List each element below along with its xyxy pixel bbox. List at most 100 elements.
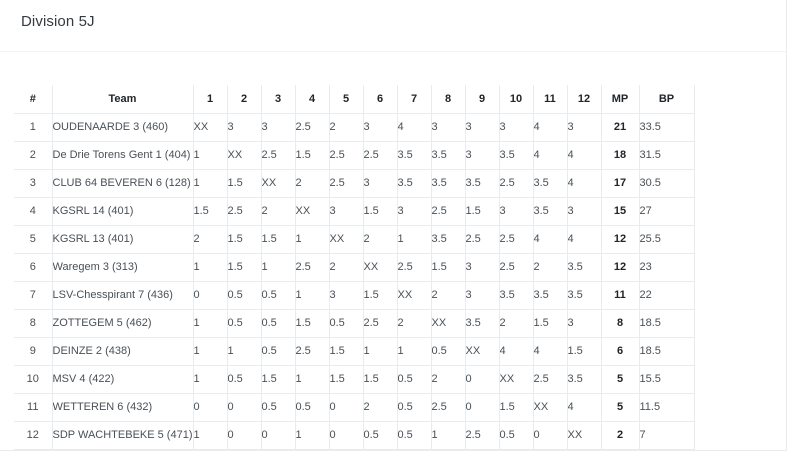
cell-match-points: 17 [601, 169, 640, 198]
cell-board-points: 7 [639, 421, 695, 450]
table-row[interactable]: 10 MSV 4 (422) 1 0.5 1.5 1 1.5 1.5 0.5 2 0 XX 2.5 3.5… [14, 365, 695, 394]
cell-score-round-5: 2.5 [329, 169, 364, 198]
cell-team-name[interactable]: OUDENAARDE 3 (460) [52, 113, 194, 142]
cell-rank: 1 [14, 113, 53, 142]
cell-score-round-8: 3.5 [431, 169, 466, 198]
cell-team-name[interactable]: ZOTTEGEM 5 (462) [52, 309, 194, 338]
cell-score-round-1: 1 [193, 337, 228, 366]
cell-score-round-2: 0.5 [227, 365, 262, 394]
table-row[interactable]: 2 De Drie Torens Gent 1 (404) 1 XX 2.5 1.5 2.5… [14, 141, 695, 170]
cell-score-round-11: XX [533, 393, 568, 422]
column-header-round-1[interactable]: 1 [193, 85, 228, 114]
column-header-team[interactable]: Team [52, 85, 194, 114]
cell-match-points: 6 [601, 337, 640, 366]
column-header-round-4[interactable]: 4 [295, 85, 330, 114]
cell-rank: 11 [14, 393, 53, 422]
column-header-round-8[interactable]: 8 [431, 85, 466, 114]
cell-score-round-3: 0 [261, 421, 296, 450]
column-header-round-12[interactable]: 12 [567, 85, 602, 114]
cell-score-round-10: 3 [499, 197, 534, 226]
cell-score-round-12: 3.5 [567, 365, 602, 394]
cell-score-round-7: XX [397, 281, 432, 310]
cell-score-round-8: 2.5 [431, 393, 466, 422]
table-row[interactable]: 3 CLUB 64 BEVEREN 6 (128) 1 1.5 XX 2 2.5 3 3.5 3.… [14, 169, 695, 198]
table-row[interactable]: 6 Waregem 3 (313) 1 1.5 1 2.5 2 XX 2.5 1.5 3 2.5 2 3.… [14, 253, 695, 282]
cell-team-name[interactable]: KGSRL 13 (401) [52, 225, 194, 254]
cell-score-round-11: 4 [533, 225, 568, 254]
cell-score-round-11: 2.5 [533, 365, 568, 394]
table-row[interactable]: 1 OUDENAARDE 3 (460) XX 3 3 2.5 2 3 4 3 3 3 4 3 21 33.5 [14, 113, 695, 142]
cell-score-round-3: 1.5 [261, 365, 296, 394]
cell-score-round-6: 3 [363, 113, 398, 142]
cell-score-round-2: 2.5 [227, 197, 262, 226]
cell-match-points: 18 [601, 141, 640, 170]
cell-team-name[interactable]: De Drie Torens Gent 1 (404) [52, 141, 194, 170]
cell-score-round-1: 2 [193, 225, 228, 254]
cell-score-round-6: 1.5 [363, 365, 398, 394]
cell-score-round-4: 2 [295, 169, 330, 198]
table-header-row: # Team 1 2 3 4 5 6 7 8 9 10 11 12 MP BP [14, 85, 695, 114]
cell-score-round-12: 4 [567, 225, 602, 254]
column-header-round-2[interactable]: 2 [227, 85, 262, 114]
table-row[interactable]: 4 KGSRL 14 (401) 1.5 2.5 2 XX 3 1.5 3 2.5 1.5 3 3.5 3… [14, 197, 695, 226]
table-row[interactable]: 7 LSV-Chesspirant 7 (436) 0 0.5 0.5 1 3 1.5 XX 2 3… [14, 281, 695, 310]
cell-score-round-12: 3 [567, 113, 602, 142]
cell-score-round-1: 1 [193, 169, 228, 198]
cell-score-round-4: 1 [295, 281, 330, 310]
cell-score-round-11: 3.5 [533, 281, 568, 310]
cell-rank: 5 [14, 225, 53, 254]
cell-score-round-4: 1 [295, 225, 330, 254]
table-row[interactable]: 5 KGSRL 13 (401) 2 1.5 1.5 1 XX 2 1 3.5 2.5 2.5 4 4 12… [14, 225, 695, 254]
cell-team-name[interactable]: SDP WACHTEBEKE 5 (471) [52, 421, 194, 450]
cell-score-round-1: 1 [193, 141, 228, 170]
cell-score-round-7: 2 [397, 309, 432, 338]
column-header-match-points[interactable]: MP [601, 85, 640, 114]
cell-score-round-5: 1.5 [329, 337, 364, 366]
cell-score-round-5: 1.5 [329, 365, 364, 394]
cell-rank: 8 [14, 309, 53, 338]
column-header-round-10[interactable]: 10 [499, 85, 534, 114]
cell-rank: 9 [14, 337, 53, 366]
cell-score-round-10: 3.5 [499, 281, 534, 310]
cell-board-points: 11.5 [639, 393, 695, 422]
cell-score-round-2: 0.5 [227, 309, 262, 338]
cell-board-points: 27 [639, 197, 695, 226]
column-header-round-7[interactable]: 7 [397, 85, 432, 114]
cell-score-round-2: 3 [227, 113, 262, 142]
cell-score-round-11: 4 [533, 337, 568, 366]
column-header-round-3[interactable]: 3 [261, 85, 296, 114]
cell-score-round-9: 3 [465, 281, 500, 310]
table-row[interactable]: 12 SDP WACHTEBEKE 5 (471) 1 0 0 1 0 0.5 0.5 1 2.5 0… [14, 421, 695, 450]
cell-team-name[interactable]: DEINZE 2 (438) [52, 337, 194, 366]
cell-score-round-6: 1 [363, 337, 398, 366]
column-header-rank[interactable]: # [14, 85, 53, 114]
cell-team-name[interactable]: CLUB 64 BEVEREN 6 (128) [52, 169, 194, 198]
column-header-round-6[interactable]: 6 [363, 85, 398, 114]
column-header-board-points[interactable]: BP [639, 85, 695, 114]
cell-board-points: 18.5 [639, 337, 695, 366]
cell-score-round-3: 0.5 [261, 393, 296, 422]
cell-team-name[interactable]: KGSRL 14 (401) [52, 197, 194, 226]
cell-team-name[interactable]: LSV-Chesspirant 7 (436) [52, 281, 194, 310]
column-header-round-11[interactable]: 11 [533, 85, 568, 114]
cell-score-round-9: 0 [465, 393, 500, 422]
cell-score-round-6: 0.5 [363, 421, 398, 450]
cell-match-points: 15 [601, 197, 640, 226]
column-header-round-5[interactable]: 5 [329, 85, 364, 114]
table-row[interactable]: 9 DEINZE 2 (438) 1 1 0.5 2.5 1.5 1 1 0.5 XX 4 4 1.5 6 1… [14, 337, 695, 366]
cell-team-name[interactable]: MSV 4 (422) [52, 365, 194, 394]
column-header-round-9[interactable]: 9 [465, 85, 500, 114]
cell-score-round-5: 2.5 [329, 141, 364, 170]
cell-team-name[interactable]: WETTEREN 6 (432) [52, 393, 194, 422]
cell-score-round-9: 2.5 [465, 225, 500, 254]
cell-score-round-7: 3 [397, 197, 432, 226]
table-row[interactable]: 11 WETTEREN 6 (432) 0 0 0.5 0.5 0 2 0.5 2.5 0 1.5 XX… [14, 393, 695, 422]
cell-score-round-11: 1.5 [533, 309, 568, 338]
cell-score-round-8: 1 [431, 421, 466, 450]
cell-score-round-8: 1.5 [431, 253, 466, 282]
cell-team-name[interactable]: Waregem 3 (313) [52, 253, 194, 282]
card-header: Division 5J [0, 0, 786, 52]
table-row[interactable]: 8 ZOTTEGEM 5 (462) 1 0.5 0.5 1.5 0.5 2.5 2 XX 3.5 2… [14, 309, 695, 338]
cell-score-round-3: 3 [261, 113, 296, 142]
cell-score-round-6: XX [363, 253, 398, 282]
